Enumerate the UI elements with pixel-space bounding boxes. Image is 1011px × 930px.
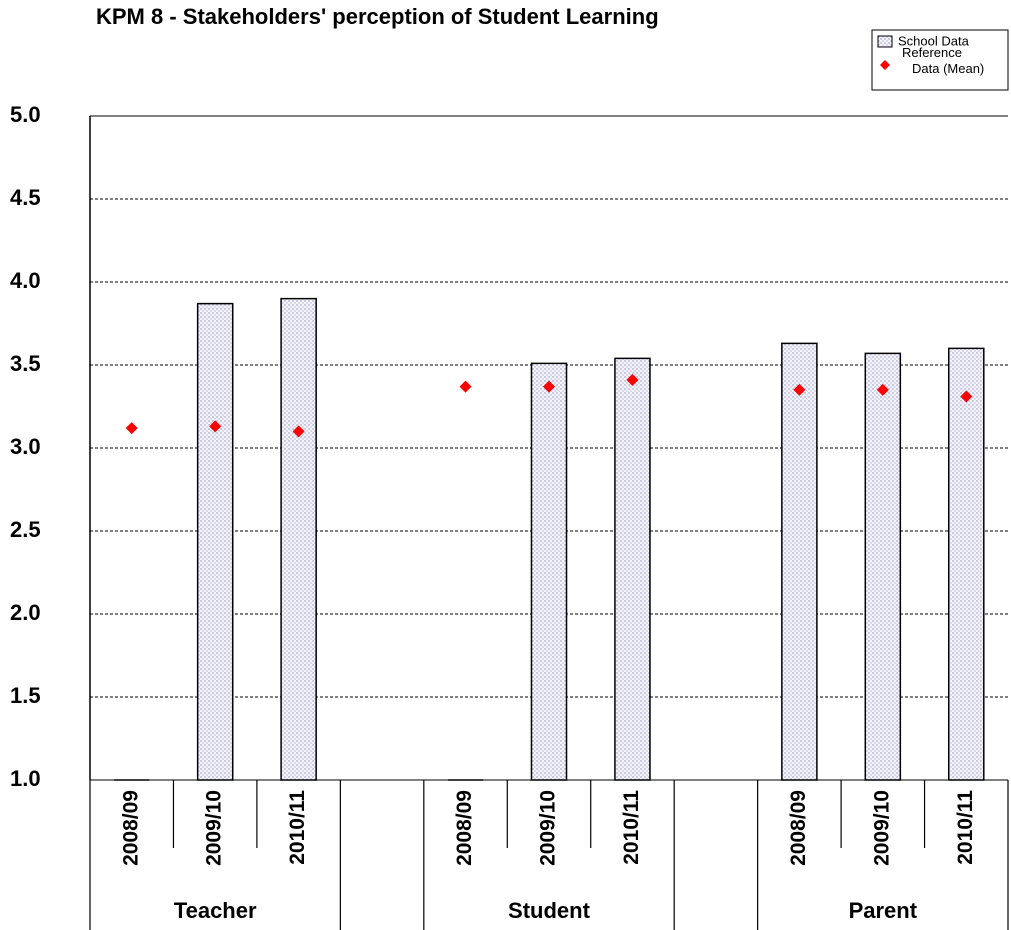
reference-marker	[125, 422, 138, 435]
legend-frame	[871, 29, 1009, 91]
x-tick-label: 2009/10	[870, 790, 893, 866]
x-tick-label: 2008/09	[787, 790, 810, 866]
y-tick-label: 4.5	[10, 185, 41, 210]
y-tick-label: 5.0	[10, 102, 41, 127]
reference-marker	[459, 380, 472, 393]
group-label: Student	[508, 898, 591, 923]
y-tick-label: 2.5	[10, 517, 41, 542]
bar	[280, 297, 317, 781]
chart-title: KPM 8 - Stakeholders' perception of Stud…	[96, 4, 659, 29]
x-tick-label: 2010/11	[954, 790, 977, 865]
reference-marker	[793, 383, 806, 396]
y-tick-label: 1.0	[10, 766, 41, 791]
reference-marker	[209, 420, 222, 433]
bar	[530, 362, 568, 781]
reference-marker	[292, 425, 305, 438]
reference-marker	[876, 383, 889, 396]
bar	[864, 352, 902, 781]
legend-swatch	[877, 35, 893, 48]
legend-label-line: Reference	[902, 45, 962, 60]
x-tick-label: 2009/10	[537, 790, 560, 866]
x-tick-label: 2010/11	[286, 790, 309, 865]
y-tick-label: 1.5	[10, 683, 41, 708]
x-tick-label: 2009/10	[203, 790, 226, 866]
legend-swatch	[880, 60, 890, 70]
x-tick-label: 2008/09	[453, 790, 476, 866]
group-label: Teacher	[174, 898, 257, 923]
legend-label: Reference Data (Mean)	[902, 45, 984, 76]
y-tick-label: 4.0	[10, 268, 41, 293]
legend-label: School Data	[898, 33, 970, 48]
y-tick-label: 3.0	[10, 434, 41, 459]
legend-label-line: Data (Mean)	[912, 61, 984, 76]
reference-marker	[960, 390, 973, 403]
x-tick-label: 2010/11	[620, 790, 643, 865]
reference-marker	[626, 373, 639, 386]
x-tick-label: 2008/09	[119, 790, 142, 866]
y-tick-label: 3.5	[10, 351, 41, 376]
bar	[196, 302, 234, 781]
bar	[781, 342, 818, 781]
reference-marker	[543, 380, 555, 393]
bar	[947, 347, 985, 781]
bar	[614, 357, 651, 781]
y-tick-label: 2.0	[10, 600, 41, 625]
group-label: Parent	[849, 898, 918, 923]
